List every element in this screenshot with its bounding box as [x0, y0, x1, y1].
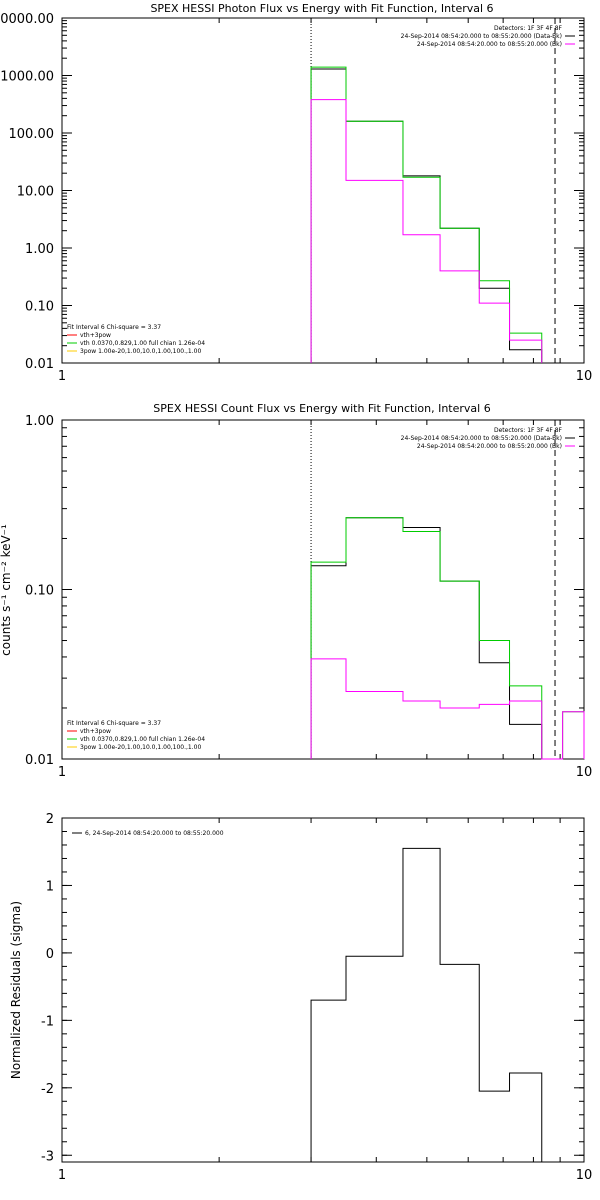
photon-flux-y-tick-label: 10.00 [17, 185, 54, 200]
residuals-y-tick-label: 2 [46, 812, 54, 827]
photon-flux-legend-tr-text: Detectors: 1F 3F 4F 8F [494, 25, 563, 32]
residuals-y-tick-label: -2 [41, 1082, 54, 1097]
residuals-legend-tl-text: 6, 24-Sep-2014 08:54:20.000 to 08:55:20.… [85, 830, 224, 837]
photon-flux-panel: SPEX HESSI Photon Flux vs Energy with Fi… [0, 2, 592, 384]
residuals-x-tick-label: 1 [58, 1168, 66, 1183]
residuals-ylabel: Normalized Residuals (sigma) [9, 901, 23, 1079]
photon-flux-legend-bl-text: vth 0.0370,0.829,1.00 full chian 1.26e-0… [80, 340, 205, 347]
count-flux-legend-bl-text: 3pow 1.00e-20,1.00,10.0,1.00,100.,1.00 [80, 744, 201, 751]
residuals-panel: Normalized Residuals (sigma) 1 10 -3 -2 -1 0 1… [9, 812, 592, 1183]
photon-flux-legend-bl-text: 3pow 1.00e-20,1.00,10.0,1.00,100.,1.00 [80, 348, 201, 355]
photon-flux-x-tick-label: 1 [58, 369, 66, 384]
count-flux-y-tick-label: 0.10 [25, 584, 54, 599]
photon-flux-axes-frame [61, 17, 585, 364]
photon-flux-legend-bl-text: Fit Interval 6 Chi-square = 3.37 [67, 324, 161, 331]
photon-flux-y-tick-label: 1000.00 [0, 70, 54, 85]
count-flux-series-2-step-line [310, 658, 585, 760]
count-flux-legend-bl-text: vth 0.0370,0.829,1.00 full chian 1.26e-0… [80, 736, 205, 743]
residuals-y-tick-label: 0 [46, 947, 54, 962]
photon-flux-x-tick-label: 10 [576, 369, 593, 384]
photon-flux-y-tick-label: 0.01 [25, 357, 54, 372]
residuals-axes-frame [61, 817, 585, 1163]
photon-flux-title: SPEX HESSI Photon Flux vs Energy with Fi… [150, 2, 493, 15]
count-flux-ylabel: counts s⁻¹ cm⁻² keV⁻¹ [0, 524, 13, 656]
count-flux-x-tick-label: 1 [58, 765, 66, 780]
count-flux-title: SPEX HESSI Count Flux vs Energy with Fit… [153, 402, 490, 415]
count-flux-y-tick-label: 0.01 [25, 753, 54, 768]
photon-flux-y-tick-label: 0.10 [25, 300, 54, 315]
photon-flux-y-tick-label: 1.00 [25, 242, 54, 257]
photon-flux-series-2-step-line [310, 99, 543, 363]
residuals-series-0-step-line [310, 847, 543, 1162]
photon-flux-y-tick-label: 100.00 [9, 127, 55, 142]
photon-flux-legend-bl-text: vth+3pow [80, 332, 111, 339]
residuals-y-tick-label: -3 [41, 1149, 54, 1164]
count-flux-series-1-step-line [310, 517, 585, 760]
count-flux-legend-bl-text: vth+3pow [80, 728, 111, 735]
count-flux-series-0-step-line [310, 517, 563, 760]
count-flux-axes-frame [61, 419, 585, 760]
count-flux-y-tick-label: 1.00 [25, 414, 54, 429]
residuals-y-tick-label: 1 [46, 879, 54, 894]
photon-flux-legend-tr-text: 24-Sep-2014 08:54:20.000 to 08:55:20.000… [417, 41, 562, 48]
count-flux-x-tick-label: 10 [576, 765, 593, 780]
count-flux-legend-tr-text: Detectors: 1F 3F 4F 8F [494, 427, 563, 434]
residuals-x-tick-label: 10 [576, 1168, 593, 1183]
count-flux-panel: SPEX HESSI Count Flux vs Energy with Fit… [0, 402, 592, 780]
photon-flux-y-tick-label: 0000.00 [0, 12, 54, 27]
count-flux-legend-tr-text: 24-Sep-2014 08:54:20.000 to 08:55:20.000… [417, 443, 562, 450]
residuals-y-tick-label: -1 [41, 1014, 54, 1029]
count-flux-legend-tr-text: 24-Sep-2014 08:54:20.000 to 08:55:20.000… [401, 435, 562, 442]
count-flux-legend-bl-text: Fit Interval 6 Chi-square = 3.37 [67, 720, 161, 727]
photon-flux-legend-tr-text: 24-Sep-2014 08:54:20.000 to 08:55:20.000… [401, 33, 562, 40]
